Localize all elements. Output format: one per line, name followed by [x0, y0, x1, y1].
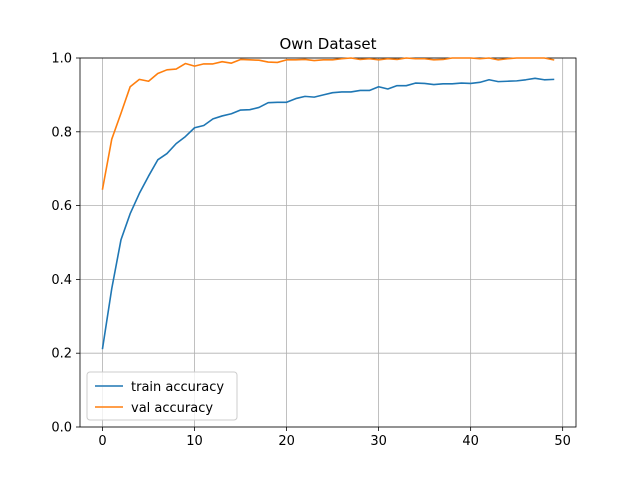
data-series	[101, 57, 555, 350]
series-line-val-accuracy	[101, 57, 555, 190]
y-tick-label: 0.0	[51, 421, 72, 436]
x-tick-label: 0	[98, 434, 106, 449]
y-tick-label: 0.2	[51, 347, 72, 362]
y-tick-label: 0.4	[51, 273, 72, 288]
x-tick-label: 30	[370, 434, 387, 449]
x-tick-label: 10	[186, 434, 203, 449]
legend-label: val accuracy	[131, 401, 213, 416]
y-tick-label: 0.6	[51, 199, 72, 214]
legend-label: train accuracy	[131, 380, 224, 395]
x-tick-label: 50	[554, 434, 571, 449]
series-line-train-accuracy	[101, 77, 555, 350]
y-tick-label: 0.8	[51, 125, 72, 140]
chart-title: Own Dataset	[279, 35, 376, 53]
x-tick-label: 40	[462, 434, 479, 449]
plot-frame	[79, 57, 577, 428]
legend: train accuracy val accuracy	[86, 371, 238, 421]
legend-box	[86, 371, 238, 421]
x-tick-label: 20	[278, 434, 295, 449]
axes: 0 10 20 30 40 50 0.0 0.2 0.4 0.6 0.8 1.0	[51, 52, 577, 449]
y-tick-label: 1.0	[51, 52, 72, 67]
grid-lines	[80, 57, 576, 428]
